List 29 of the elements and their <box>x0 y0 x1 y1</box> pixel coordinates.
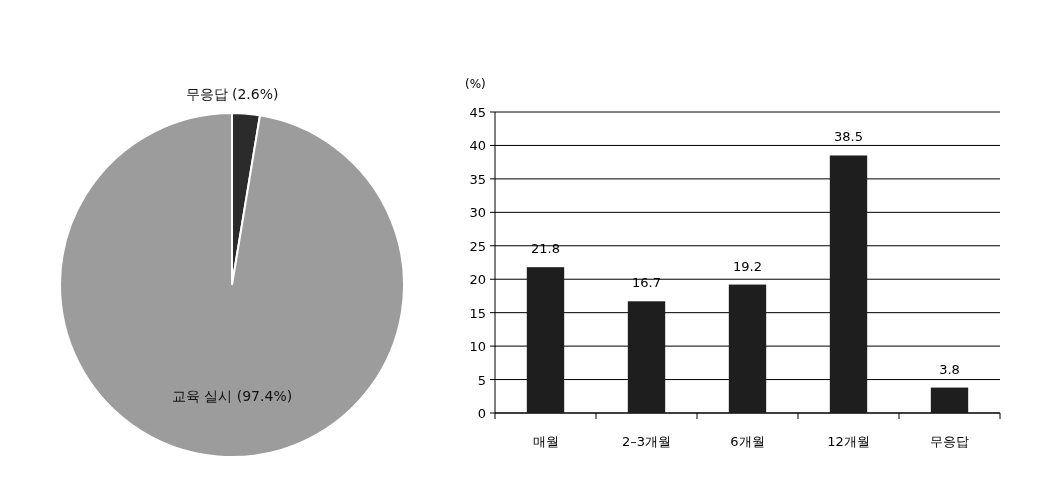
y-tick-label: 0 <box>477 406 486 421</box>
data-label: 16.7 <box>632 275 661 291</box>
y-tick-label: 5 <box>477 372 486 388</box>
bar <box>930 387 969 413</box>
x-tick-label: 2–3개월 <box>621 434 672 449</box>
x-tick-label: 무응답 <box>930 434 969 449</box>
data-label: 19.2 <box>733 258 762 274</box>
y-tick-label: 25 <box>469 238 486 254</box>
x-tick-label: 6개월 <box>730 434 765 449</box>
bar <box>627 301 666 413</box>
y-tick-label: 35 <box>469 171 486 187</box>
data-label: 38.5 <box>834 129 863 145</box>
data-label: 3.8 <box>939 361 960 377</box>
y-tick-label: 10 <box>469 339 486 355</box>
y-axis-title: (%) <box>465 77 486 91</box>
y-tick-label: 20 <box>469 272 486 288</box>
slice-label: 교육 실시 (97.4%) <box>171 388 293 405</box>
bar <box>829 155 868 413</box>
data-label: 21.8 <box>531 241 560 257</box>
x-tick-label: 매월 <box>532 434 559 449</box>
bar <box>728 284 767 413</box>
y-tick-label: 45 <box>469 105 486 120</box>
x-tick-label: 12개월 <box>827 434 870 449</box>
y-tick-label: 15 <box>469 305 486 321</box>
y-tick-label: 40 <box>469 138 486 154</box>
slice-label: 무응답 (2.6%) <box>185 85 279 102</box>
bar <box>526 267 565 413</box>
pie-slice <box>59 112 405 458</box>
y-tick-label: 30 <box>469 205 486 221</box>
